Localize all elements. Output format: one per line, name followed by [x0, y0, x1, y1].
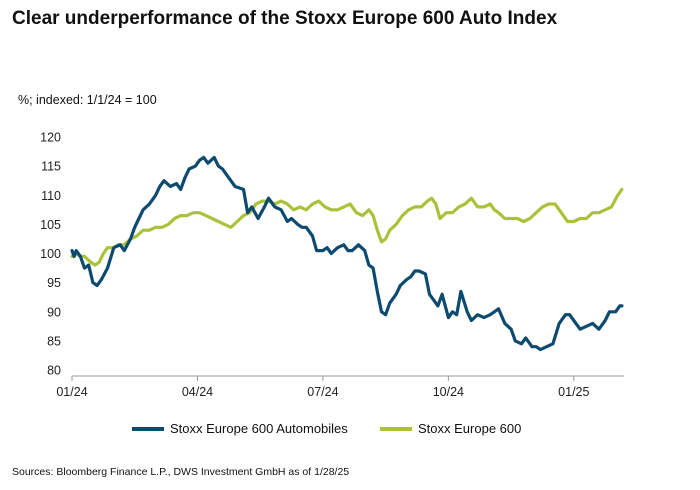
legend-item-automobiles: Stoxx Europe 600 Automobiles	[132, 421, 348, 436]
y-tick-label: 105	[40, 218, 61, 232]
x-axis: 01/24 04/24 07/24 10/24 01/25	[56, 375, 624, 399]
y-axis-unit-label: %; indexed: 1/1/24 = 100	[18, 93, 157, 107]
line-automobiles	[70, 155, 624, 352]
x-tick-label: 01/25	[558, 385, 589, 399]
line-chart: 80 85 90 95 100 105 110 115 120 01/24 04/24 07/24 1…	[40, 131, 624, 399]
y-tick-label: 90	[47, 305, 61, 319]
y-tick-label: 95	[47, 276, 61, 290]
y-tick-label: 120	[40, 131, 61, 145]
legend-label-europe600: Stoxx Europe 600	[418, 421, 522, 436]
x-tick-label: 10/24	[433, 385, 464, 399]
legend-item-europe600: Stoxx Europe 600	[380, 421, 521, 436]
y-tick-label: 80	[47, 364, 61, 378]
y-tick-label: 100	[40, 247, 61, 261]
legend-swatch-automobiles	[132, 426, 164, 431]
legend: Stoxx Europe 600 Automobiles Stoxx Europ…	[0, 421, 700, 441]
y-axis: 80 85 90 95 100 105 110 115 120	[40, 131, 61, 378]
chart-title: Clear underperformance of the Stoxx Euro…	[12, 8, 558, 29]
x-tick-label: 04/24	[182, 385, 213, 399]
y-tick-label: 110	[41, 189, 61, 203]
legend-label-automobiles: Stoxx Europe 600 Automobiles	[170, 421, 348, 436]
source-note: Sources: Bloomberg Finance L.P., DWS Inv…	[12, 466, 350, 478]
y-tick-label: 115	[41, 160, 61, 174]
line-europe600	[70, 187, 624, 267]
series-lines	[70, 155, 624, 352]
y-tick-label: 85	[47, 334, 61, 348]
x-tick-label: 07/24	[307, 385, 338, 399]
x-tick-label: 01/24	[56, 385, 87, 399]
legend-swatch-europe600	[380, 426, 412, 431]
